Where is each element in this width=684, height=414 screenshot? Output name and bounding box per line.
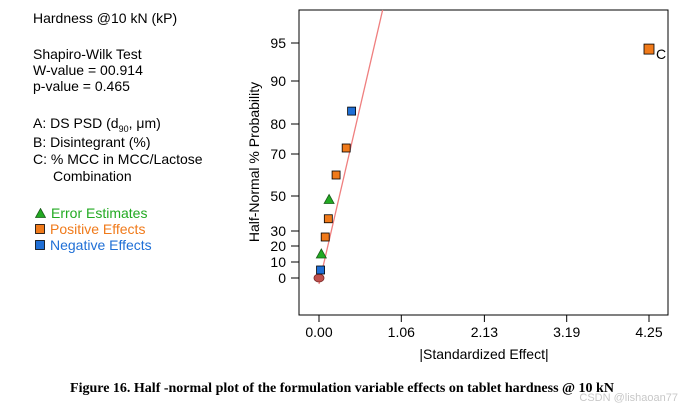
square-icon: [35, 224, 45, 234]
x-axis-label: |Standardized Effect|: [419, 346, 548, 362]
triangle-icon: [35, 208, 46, 218]
error-estimate-point: [315, 248, 328, 259]
y-tick-label: 20: [270, 238, 286, 254]
p-value: p-value = 0.465: [33, 78, 130, 94]
plot-frame: [298, 9, 669, 316]
legend-item-error: Error Estimates: [35, 205, 147, 221]
negative-effect-point: [347, 106, 357, 116]
x-tick-label: 1.06: [388, 324, 415, 340]
positive-effect-point: [643, 43, 655, 55]
x-tick-label: 0.00: [305, 324, 332, 340]
x-tick-label: 3.19: [553, 324, 580, 340]
positive-effect-point: [331, 170, 341, 180]
test-name: Shapiro-Wilk Test: [33, 46, 142, 62]
square-icon: [35, 240, 45, 250]
y-tick-label: 30: [270, 223, 286, 239]
x-tick-label: 2.13: [471, 324, 498, 340]
x-tick-label: 4.25: [635, 324, 662, 340]
factor-a-text: A: DS PSD (d: [33, 115, 119, 131]
y-tick-label: 90: [270, 73, 286, 89]
figure-caption: Figure 16. Half -normal plot of the form…: [70, 381, 614, 396]
y-axis-label: Half-Normal % Probability: [246, 82, 262, 242]
y-tick-label: 50: [270, 188, 286, 204]
response-title: Hardness @10 kN (kP): [33, 10, 178, 26]
factor-a-subscript: 90: [118, 123, 129, 134]
legend-label-positive: Positive Effects: [50, 221, 146, 237]
fit-line: [318, 9, 384, 285]
factor-b: B: Disintegrant (%): [33, 134, 151, 150]
legend-item-negative: Negative Effects: [35, 237, 152, 253]
positive-effect-point: [341, 143, 351, 153]
y-tick-label: 70: [270, 146, 286, 162]
factor-a-end: , μm): [128, 115, 161, 131]
legend-item-positive: Positive Effects: [35, 221, 145, 237]
factor-c-continued: Combination: [53, 168, 132, 184]
positive-effect-point: [323, 214, 333, 224]
factor-a: A: DS PSD (d90, μm): [33, 115, 161, 137]
y-tick-label: 95: [270, 35, 286, 51]
factor-c: C: % MCC in MCC/Lactose: [33, 151, 203, 167]
error-estimate-point: [323, 193, 335, 204]
w-value: W-value = 00.914: [33, 62, 143, 78]
watermark: CSDN @lishaoan77: [579, 392, 678, 404]
legend-label-error: Error Estimates: [51, 205, 148, 221]
y-tick-label: 0: [278, 270, 286, 286]
point-label: C: [656, 46, 666, 62]
negative-effect-point: [316, 265, 325, 275]
legend-label-negative: Negative Effects: [50, 237, 152, 253]
y-tick-label: 80: [270, 116, 286, 132]
positive-effect-point: [320, 232, 330, 242]
y-tick-label: 10: [270, 254, 286, 270]
zero-point: [313, 273, 325, 283]
